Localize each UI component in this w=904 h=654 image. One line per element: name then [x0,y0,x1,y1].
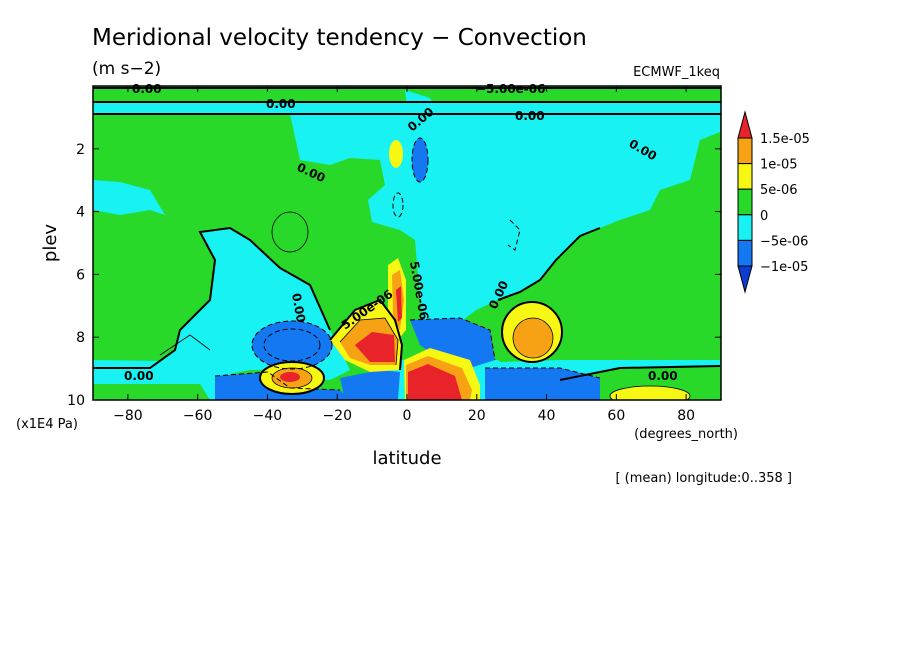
colorbar-label: 5e-06 [760,183,798,198]
contour-field [93,86,721,400]
x-tick-label: 60 [607,408,625,424]
y-tick-label: 2 [76,142,85,158]
y-axis-label: plev [40,224,61,263]
chart-units: (m s−2) [92,59,161,79]
x-tick-label: 80 [677,408,695,424]
contour-label: 0.00 [266,97,296,111]
x-tick-label: −60 [183,408,213,424]
colorbar-label: −5e-06 [760,234,808,249]
x-tick-label: −40 [253,408,283,424]
contour-lines-dashed [214,137,601,391]
contour-label: 0.00 [289,292,308,324]
x-tick-label: −20 [322,408,352,424]
x-tick-label: 40 [538,408,556,424]
y-tick-label: 6 [76,267,85,283]
chart-title: Meridional velocity tendency − Convectio… [92,25,587,51]
contour-label: 0.00 [132,82,162,96]
colorbar-label: 1e-05 [760,158,798,173]
colorbar-label: 1.5e-05 [760,132,810,147]
x-axis-units: (degrees_north) [634,427,738,442]
colorbar-swatch [737,137,753,165]
colorbar-label: −1e-05 [760,260,808,275]
contour-label: 0.00 [124,369,154,383]
x-tick-label: 0 [403,408,412,424]
contour-lines-solid [93,101,721,395]
footnote: [ (mean) longitude:0..358 ] [615,471,792,486]
x-axis-label: latitude [372,448,441,469]
y-axis-units: (x1E4 Pa) [16,417,78,432]
colorbar-swatch [737,239,753,267]
colorbar: 1.5e-05 1e-05 5e-06 0 −5e-06 −1e-05 [737,110,810,294]
colorbar-swatch [737,163,753,190]
y-axis: 2 4 6 8 10 [67,142,721,409]
positive-maxima [260,140,690,400]
colorbar-bottom-arrow [737,265,753,294]
contour-label: −5.00e-06 [476,82,545,96]
contour-label: 0.00 [515,109,545,123]
chart-source: ECMWF_1keq [633,65,720,80]
y-tick-label: 4 [76,205,85,221]
colorbar-top-arrow [737,110,753,139]
x-tick-label: 20 [468,408,486,424]
colorbar-swatch [737,214,753,241]
contour-label: 0.00 [648,369,678,383]
x-tick-label: −80 [113,408,143,424]
strong-negative-regions [215,138,600,400]
colorbar-swatch [737,188,753,216]
y-tick-label: 8 [76,330,85,346]
colorbar-label: 0 [760,209,768,224]
contour-lines-thin [159,211,691,400]
x-axis: −80 −60 −40 −20 0 20 40 60 80 [113,86,695,424]
y-tick-label: 10 [67,393,85,409]
